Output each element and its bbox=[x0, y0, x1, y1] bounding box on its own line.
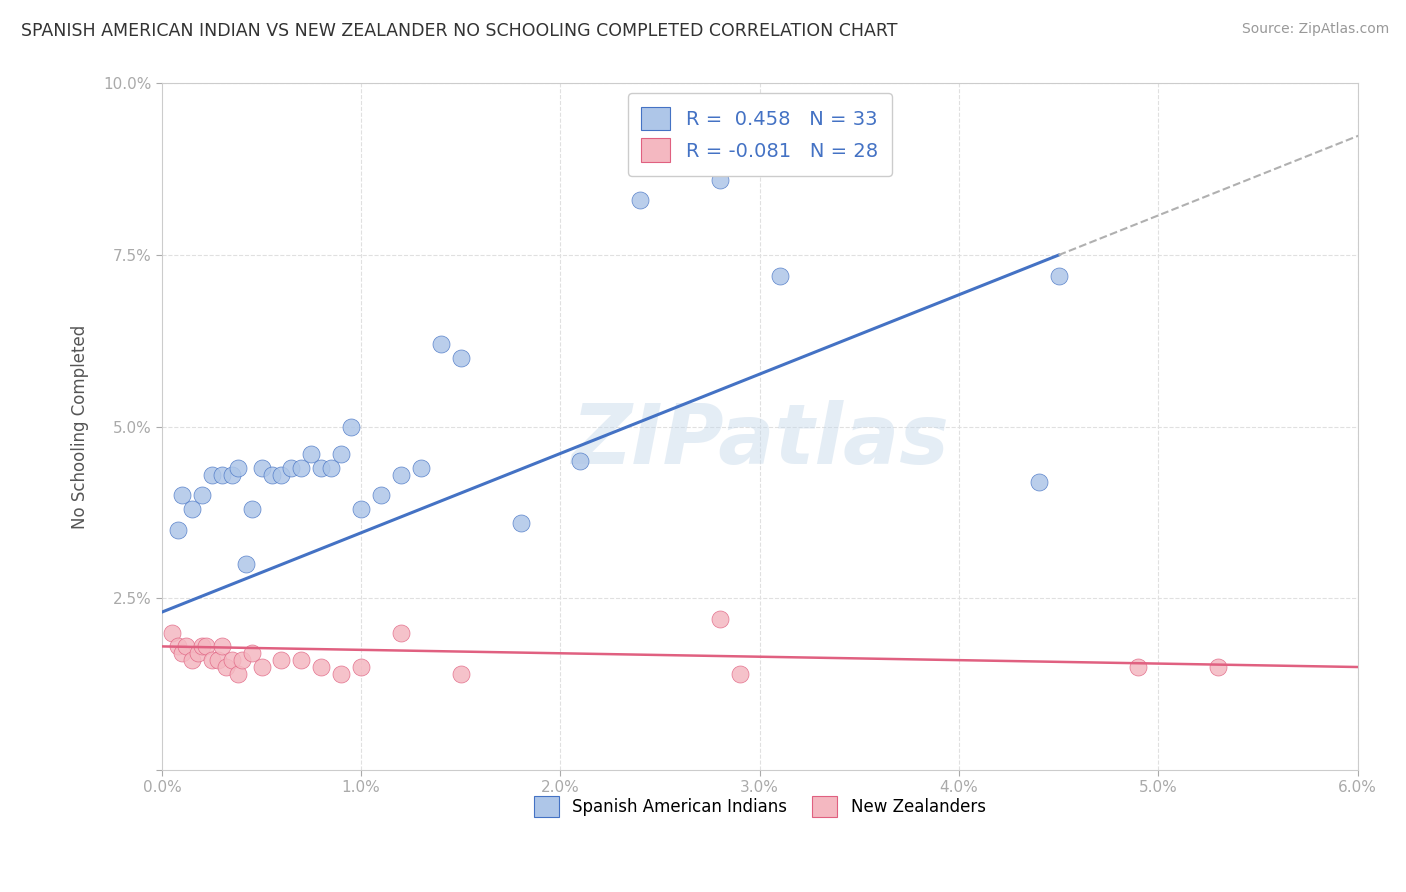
Point bbox=[299, 447, 322, 461]
Point bbox=[250, 660, 273, 674]
Point bbox=[240, 502, 263, 516]
Point bbox=[330, 447, 353, 461]
Text: ZIPatlas: ZIPatlas bbox=[571, 400, 949, 481]
Point bbox=[450, 666, 472, 681]
Point bbox=[201, 653, 224, 667]
Point bbox=[170, 488, 193, 502]
Point bbox=[709, 172, 731, 186]
Legend: Spanish American Indians, New Zealanders: Spanish American Indians, New Zealanders bbox=[527, 789, 993, 823]
Point bbox=[370, 488, 392, 502]
Point bbox=[311, 461, 333, 475]
Point bbox=[628, 193, 651, 207]
Point bbox=[350, 502, 373, 516]
Point bbox=[569, 454, 592, 468]
Point bbox=[280, 461, 302, 475]
Point bbox=[321, 461, 343, 475]
Point bbox=[221, 653, 243, 667]
Y-axis label: No Schooling Completed: No Schooling Completed bbox=[72, 325, 89, 529]
Point bbox=[221, 467, 243, 482]
Point bbox=[211, 467, 233, 482]
Point bbox=[389, 467, 412, 482]
Point bbox=[231, 653, 253, 667]
Point bbox=[290, 461, 312, 475]
Point bbox=[167, 523, 190, 537]
Point bbox=[330, 666, 353, 681]
Point bbox=[409, 461, 432, 475]
Point bbox=[235, 557, 257, 571]
Point bbox=[211, 640, 233, 654]
Point bbox=[174, 640, 197, 654]
Point bbox=[389, 625, 412, 640]
Point bbox=[160, 625, 183, 640]
Point bbox=[1206, 660, 1229, 674]
Text: SPANISH AMERICAN INDIAN VS NEW ZEALANDER NO SCHOOLING COMPLETED CORRELATION CHAR: SPANISH AMERICAN INDIAN VS NEW ZEALANDER… bbox=[21, 22, 897, 40]
Point bbox=[430, 337, 453, 351]
Point bbox=[191, 640, 214, 654]
Point bbox=[290, 653, 312, 667]
Point bbox=[187, 646, 209, 660]
Text: Source: ZipAtlas.com: Source: ZipAtlas.com bbox=[1241, 22, 1389, 37]
Point bbox=[709, 612, 731, 626]
Point bbox=[1128, 660, 1150, 674]
Point bbox=[215, 660, 238, 674]
Point bbox=[180, 502, 202, 516]
Point bbox=[250, 461, 273, 475]
Point bbox=[350, 660, 373, 674]
Point bbox=[450, 351, 472, 365]
Point bbox=[207, 653, 229, 667]
Point bbox=[1028, 475, 1050, 489]
Point bbox=[194, 640, 217, 654]
Point bbox=[1047, 268, 1070, 283]
Point bbox=[509, 516, 531, 530]
Point bbox=[260, 467, 283, 482]
Point bbox=[769, 268, 792, 283]
Point bbox=[270, 467, 292, 482]
Point bbox=[270, 653, 292, 667]
Point bbox=[170, 646, 193, 660]
Point bbox=[728, 666, 751, 681]
Point bbox=[226, 461, 249, 475]
Point bbox=[340, 419, 363, 434]
Point bbox=[191, 488, 214, 502]
Point bbox=[167, 640, 190, 654]
Point bbox=[240, 646, 263, 660]
Point bbox=[226, 666, 249, 681]
Point bbox=[180, 653, 202, 667]
Point bbox=[201, 467, 224, 482]
Point bbox=[311, 660, 333, 674]
